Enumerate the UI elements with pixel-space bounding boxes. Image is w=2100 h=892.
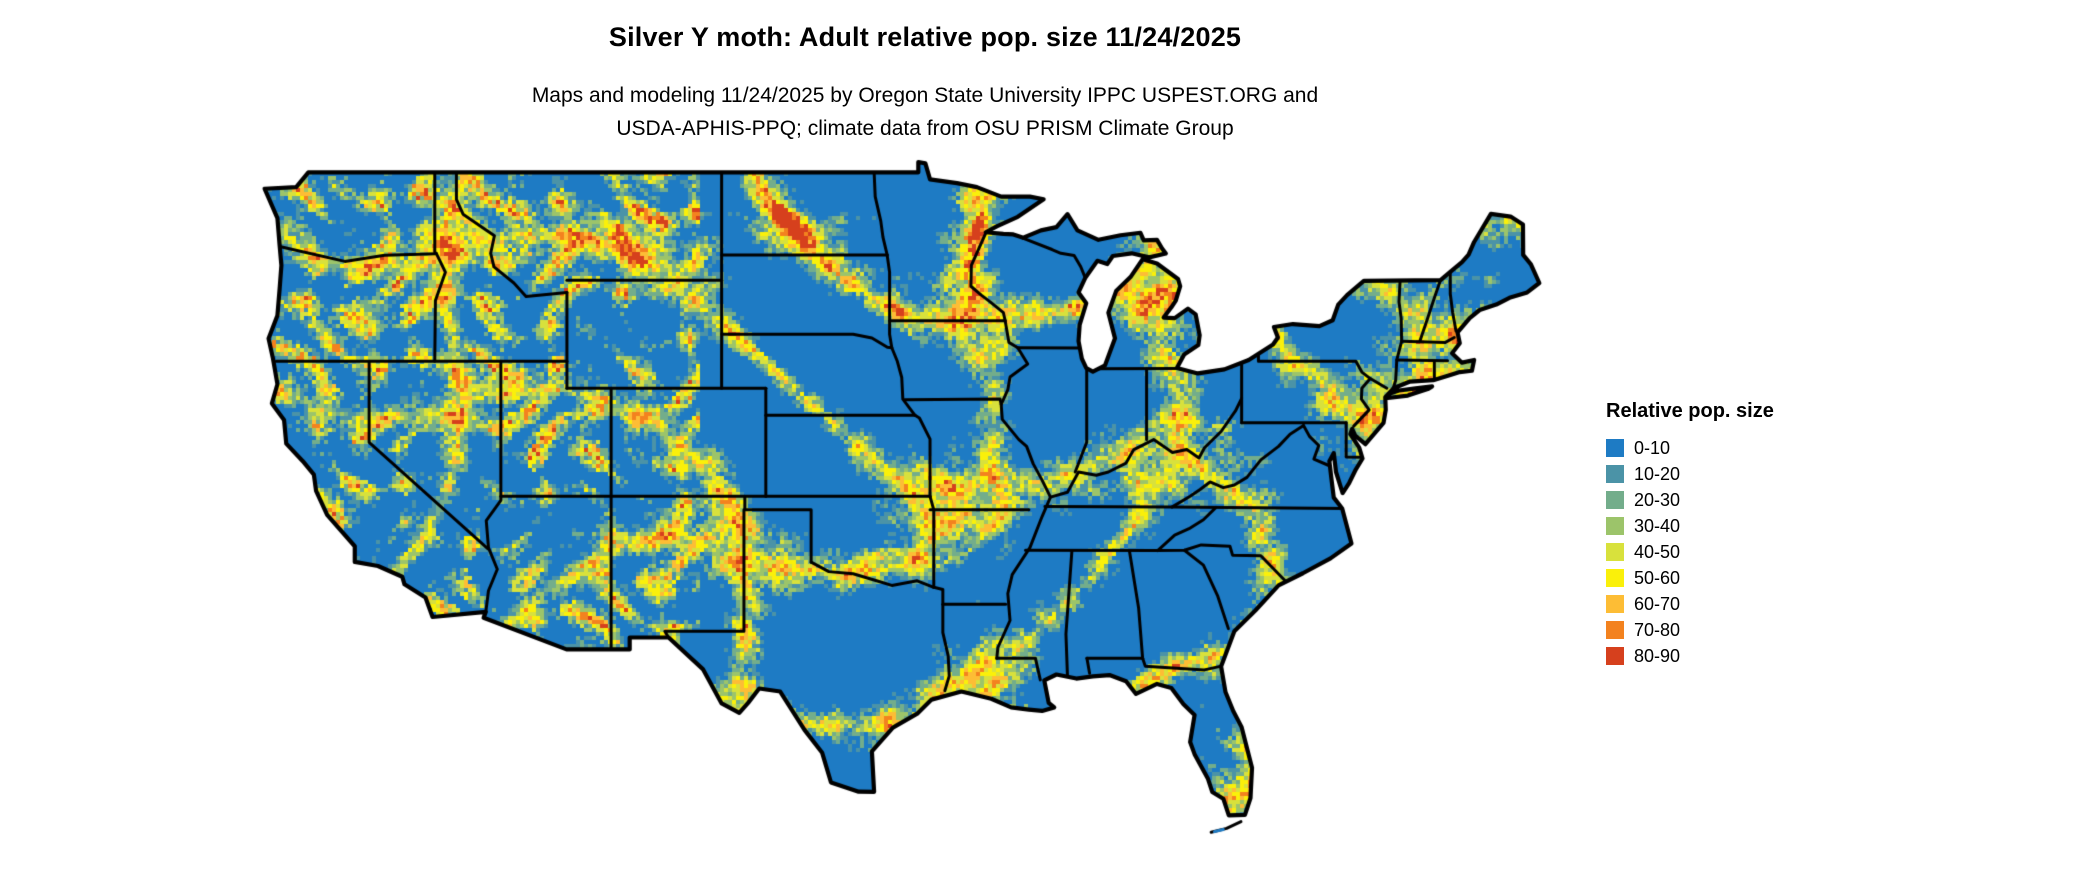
legend-item: 20-30 — [1606, 487, 1774, 513]
legend-swatch — [1606, 543, 1624, 561]
legend-swatch — [1606, 569, 1624, 587]
legend-item: 80-90 — [1606, 643, 1774, 669]
map-attribution: Maps and modeling 11/24/2025 by Oregon S… — [0, 79, 1850, 145]
us-relative-population-map — [252, 148, 1567, 858]
map-legend: Relative pop. size 0-10 10-20 20-30 30-40 40… — [1606, 400, 1774, 669]
legend-item: 0-10 — [1606, 435, 1774, 461]
legend-item-label: 30-40 — [1634, 515, 1681, 536]
legend-swatch — [1606, 465, 1624, 483]
legend-item: 60-70 — [1606, 591, 1774, 617]
legend-title: Relative pop. size — [1606, 400, 1774, 422]
legend-swatch — [1606, 647, 1624, 665]
legend-swatch — [1606, 621, 1624, 639]
legend-item-label: 80-90 — [1634, 645, 1681, 666]
legend-item-label: 50-60 — [1634, 567, 1681, 588]
page-title: Silver Y moth: Adult relative pop. size … — [608, 22, 1242, 52]
legend-item-label: 10-20 — [1634, 463, 1681, 484]
legend-item: 10-20 — [1606, 461, 1774, 487]
map-header: Silver Y moth: Adult relative pop. size … — [0, 22, 1850, 145]
legend-item: 40-50 — [1606, 539, 1774, 565]
attribution-line-1: Maps and modeling 11/24/2025 by Oregon S… — [531, 84, 1319, 107]
legend-item: 70-80 — [1606, 617, 1774, 643]
legend-swatch — [1606, 439, 1624, 457]
legend-items: 0-10 10-20 20-30 30-40 40-50 50-60 60-70 70-80 8… — [1606, 435, 1774, 669]
attribution-line-2: USDA-APHIS-PPQ; climate data from OSU PR… — [616, 117, 1234, 140]
legend-item-label: 20-30 — [1634, 489, 1681, 510]
legend-swatch — [1606, 517, 1624, 535]
legend-item: 30-40 — [1606, 513, 1774, 539]
legend-item-label: 60-70 — [1634, 593, 1681, 614]
legend-item-label: 70-80 — [1634, 619, 1681, 640]
legend-swatch — [1606, 595, 1624, 613]
legend-item: 50-60 — [1606, 565, 1774, 591]
legend-item-label: 40-50 — [1634, 541, 1681, 562]
legend-item-label: 0-10 — [1634, 437, 1671, 458]
legend-swatch — [1606, 491, 1624, 509]
